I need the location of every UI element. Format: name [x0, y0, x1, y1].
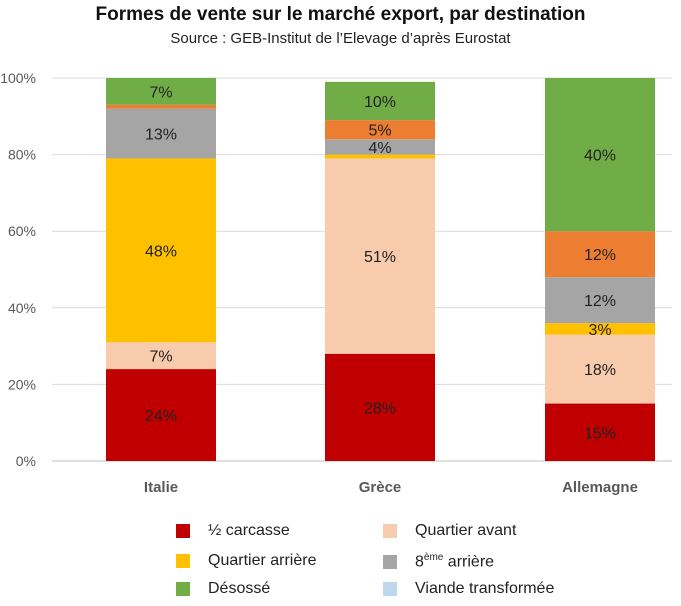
- data-label-italie-2: 48%: [145, 243, 177, 260]
- data-label-grèce-5: 5%: [368, 123, 391, 140]
- bar-segment-allemagne-0: [545, 403, 655, 461]
- legend-item-quartier-arriere: Quartier arrière: [176, 552, 316, 570]
- data-label-grèce-0: 28%: [364, 400, 396, 417]
- legend-label-8eme-rest: arrière: [443, 553, 495, 571]
- bar-segment-italie-6: [106, 78, 216, 105]
- bar-segment-allemagne-1: [545, 334, 655, 404]
- data-label-allemagne-5: 12%: [584, 247, 616, 264]
- data-label-allemagne-1: 18%: [584, 362, 616, 379]
- legend-swatch-8eme-arriere: [383, 554, 397, 569]
- y-axis-ticks: 0% 20% 40% 60% 80% 100%: [0, 70, 36, 469]
- legend-swatch-quartier-avant: [383, 524, 397, 538]
- legend-label-quartier-arriere: Quartier arrière: [208, 552, 317, 569]
- legend-swatch-desosse: [176, 582, 190, 596]
- x-axis-ticks: Italie Grèce Allemagne: [144, 479, 638, 496]
- bars: 24% 7% 48% 13% 7% 28% 51% 4%5% 10% 15% 18% 3% 12% 12%…: [106, 78, 655, 461]
- stacked-bar-chart: 0% 20% 40% 60% 80% 100% 24% 7% 48% 13% 7% 28% 51% 4%…: [0, 70, 672, 496]
- bar-segment-italie-3: [106, 108, 216, 159]
- y-tick-label: 80%: [8, 147, 36, 163]
- x-tick-label: Grèce: [359, 479, 402, 496]
- legend-swatch-quartier-arriere: [176, 554, 190, 568]
- legend-item-quartier-avant: Quartier avant: [383, 522, 516, 540]
- bar-segment-italie-2: [106, 158, 216, 343]
- legend-label-viande-transformee: Viande transformée: [415, 580, 555, 597]
- bar-segment-allemagne-5: [545, 231, 655, 278]
- y-tick-label: 100%: [0, 70, 36, 86]
- bar-segment-grèce-5: [325, 120, 435, 140]
- legend: ½ carcasse Quartier avant Quartier arriè…: [0, 516, 681, 606]
- y-tick-label: 20%: [8, 376, 36, 392]
- bar-segment-italie-5: [106, 104, 216, 109]
- legend-label-8eme-sup: ème: [423, 552, 444, 563]
- y-tick-label: 0%: [16, 453, 36, 469]
- legend-item-8eme-arriere: 8ème arrière: [383, 552, 494, 571]
- bar-segment-italie-0: [106, 369, 216, 461]
- legend-swatch-demi-carcasse: [176, 524, 190, 538]
- legend-item-demi-carcasse: ½ carcasse: [176, 522, 290, 540]
- data-label-allemagne-6: 40%: [584, 148, 616, 165]
- data-label-italie-3: 13%: [145, 127, 177, 144]
- legend-label-desosse: Désossé: [208, 580, 271, 597]
- bar-segment-grèce-1: [325, 158, 435, 354]
- chart-title: Formes de vente sur le marché export, pa…: [95, 4, 586, 25]
- data-label-allemagne-0: 15%: [584, 425, 616, 442]
- data-label-italie-6: 7%: [149, 84, 172, 101]
- data-label-allemagne-3: 12%: [584, 293, 616, 310]
- legend-label-8eme-base: 8: [415, 553, 424, 571]
- bar-segment-allemagne-3: [545, 277, 655, 324]
- legend-item-viande-transformee: Viande transformée: [383, 580, 554, 598]
- bar-segment-allemagne-2: [545, 323, 655, 335]
- y-tick-label: 60%: [8, 223, 36, 239]
- bar-segment-grèce-2: [325, 154, 435, 159]
- data-label-allemagne-2: 3%: [588, 322, 611, 339]
- legend-swatch-viande-transformee: [383, 582, 397, 596]
- bar-segment-italie-1: [106, 342, 216, 370]
- legend-label-demi-carcasse: ½ carcasse: [208, 522, 290, 539]
- chart-subtitle: Source : GEB-Institut de l’Elevage d’apr…: [170, 30, 511, 47]
- data-label-grèce-3: 4%: [368, 140, 391, 157]
- legend-label-8eme-arriere: 8ème arrière: [415, 552, 494, 571]
- legend-label-quartier-avant: Quartier avant: [415, 522, 517, 539]
- data-label-grèce-1: 51%: [364, 249, 396, 266]
- data-label-italie-1: 7%: [149, 349, 172, 366]
- x-tick-label: Allemagne: [562, 479, 638, 496]
- data-label-italie-0: 24%: [145, 408, 177, 425]
- data-label-grèce-6: 10%: [364, 94, 396, 111]
- legend-item-desosse: Désossé: [176, 580, 270, 598]
- bar-segment-grèce-6: [325, 81, 435, 121]
- bar-segment-allemagne-6: [545, 78, 655, 232]
- bar-segment-grèce-3: [325, 139, 435, 155]
- bar-segment-grèce-0: [325, 353, 435, 461]
- y-tick-label: 40%: [8, 300, 36, 316]
- x-tick-label: Italie: [144, 479, 178, 496]
